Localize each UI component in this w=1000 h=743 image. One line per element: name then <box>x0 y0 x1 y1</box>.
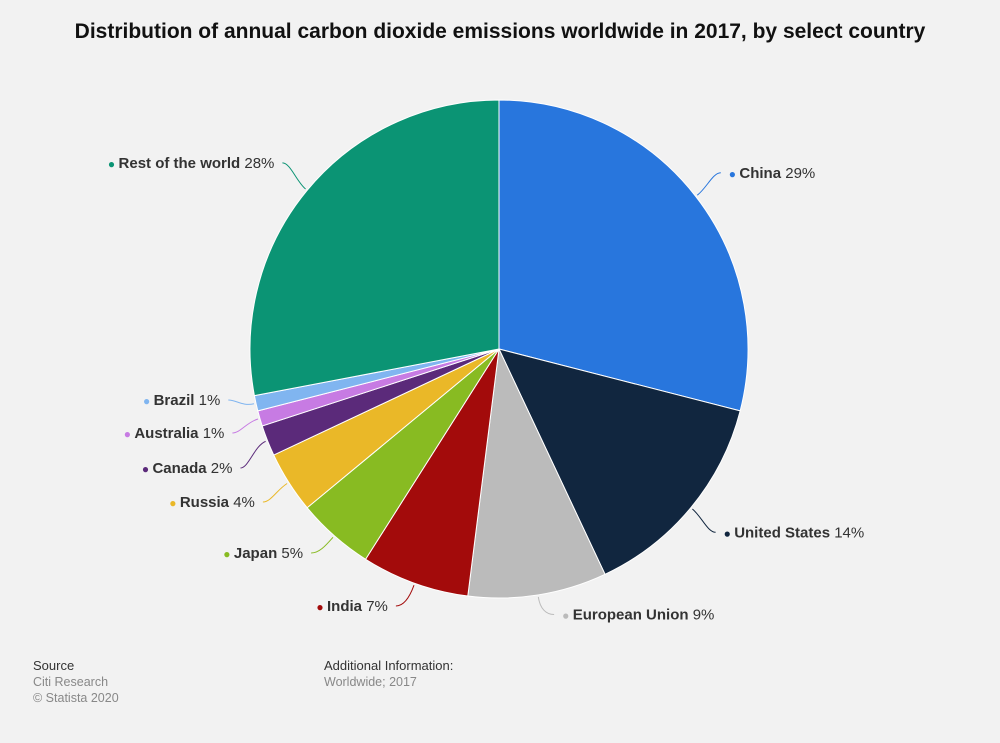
source-block: Source Citi Research © Statista 2020 <box>33 658 119 706</box>
data-label-european-union: ● European Union 9% <box>562 607 714 624</box>
pie-labels: ● China 29% ● United States 14% ● European… <box>108 155 864 624</box>
data-label-rest-of-the-world: ● Rest of the world 28% <box>108 155 274 172</box>
pie-slice-european-union[interactable] <box>467 347 606 599</box>
leader-line-united-states <box>692 508 716 533</box>
pie-slice-china[interactable] <box>498 99 749 412</box>
copyright-text: © Statista 2020 <box>33 691 119 705</box>
additional-info-text: Worldwide; 2017 <box>324 675 417 689</box>
data-label-russia: ● Russia 4% <box>169 494 255 511</box>
data-label-china: ● China 29% <box>729 165 815 182</box>
pie-slice-india[interactable] <box>364 348 500 597</box>
leader-line-russia <box>262 483 288 503</box>
additional-info-block: Additional Information: Worldwide; 2017 <box>324 658 453 690</box>
leader-line-japan <box>311 536 334 554</box>
leader-line-india <box>395 585 415 607</box>
data-label-united-states: ● United States 14% <box>724 524 865 541</box>
leader-line-rest-of-the-world <box>282 162 306 190</box>
pie-slice-united-states[interactable] <box>498 348 741 575</box>
data-label-india: ● India 7% <box>316 598 387 615</box>
data-label-japan: ● Japan 5% <box>223 545 303 562</box>
additional-info-heading: Additional Information: <box>324 658 454 673</box>
leader-line-australia <box>232 418 259 434</box>
leader-line-brazil <box>228 399 255 405</box>
pie-slices <box>249 99 749 599</box>
leader-line-european-union <box>537 596 555 615</box>
pie-slice-rest-of-the-world[interactable] <box>249 99 500 397</box>
data-label-australia: ● Australia 1% <box>124 425 225 442</box>
leader-line-china <box>696 172 721 196</box>
leader-line-canada <box>240 440 266 469</box>
chart-title: Distribution of annual carbon dioxide em… <box>74 20 926 43</box>
data-label-brazil: ● Brazil 1% <box>143 392 220 409</box>
source-heading: Source <box>33 658 75 673</box>
data-label-canada: ● Canada 2% <box>142 460 233 477</box>
source-name: Citi Research <box>33 675 109 689</box>
